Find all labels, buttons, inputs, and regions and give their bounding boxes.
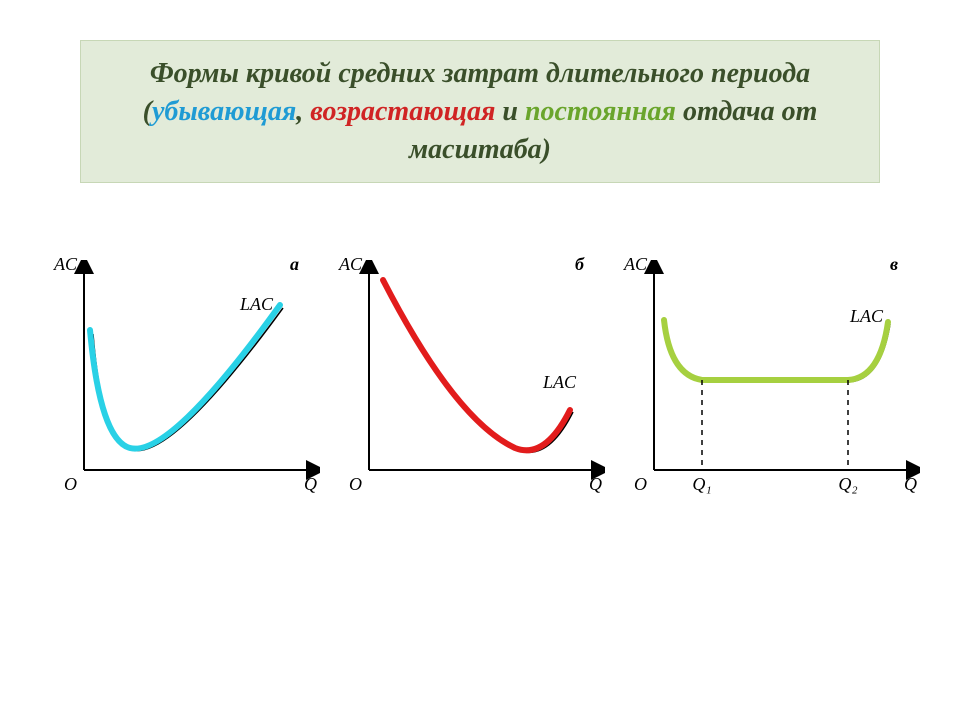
origin-label: O [349,474,362,495]
origin-label: O [634,474,647,495]
x-axis-label: Q [589,474,602,495]
chart-a-svg: LAC [60,260,320,500]
lac-label: LAC [542,372,577,392]
chart-a: LACACOQа [60,260,320,500]
lac-curve-shadow [93,308,283,451]
q1-label: Q₁ [692,474,711,494]
title-word-decreasing: убывающая [152,96,296,127]
lac-curve-shadow [386,283,573,452]
origin-label: O [64,474,77,495]
charts-row: LACACOQаLACACOQбQ₁Q₂LACACOQв [60,260,920,520]
panel-label: б [575,254,584,275]
lac-curve [383,280,570,450]
title-word-constant: постоянная [525,96,676,127]
y-axis-label: AC [339,254,362,275]
panel-label: а [290,254,299,275]
chart-b: LACACOQб [345,260,605,500]
title-sep2: и [495,96,525,127]
y-axis-label: AC [624,254,647,275]
y-axis-label: AC [54,254,77,275]
chart-c-svg: Q₁ Q₂ LAC [630,260,920,500]
x-axis-label: Q [304,474,317,495]
title-box: Формы кривой средних затрат длительного … [80,40,880,183]
lac-curve [664,320,888,380]
lac-label: LAC [849,306,884,326]
lac-curve-shadow [666,322,890,382]
q2-label: Q₂ [838,474,857,494]
x-axis-label: Q [904,474,917,495]
title-sep1: , [296,96,310,127]
panel-label: в [890,254,898,275]
lac-label: LAC [239,294,274,314]
chart-c: Q₁Q₂LACACOQв [630,260,920,500]
lac-curve [90,305,280,449]
chart-b-svg: LAC [345,260,605,500]
title-word-increasing: возрастающая [310,96,495,127]
